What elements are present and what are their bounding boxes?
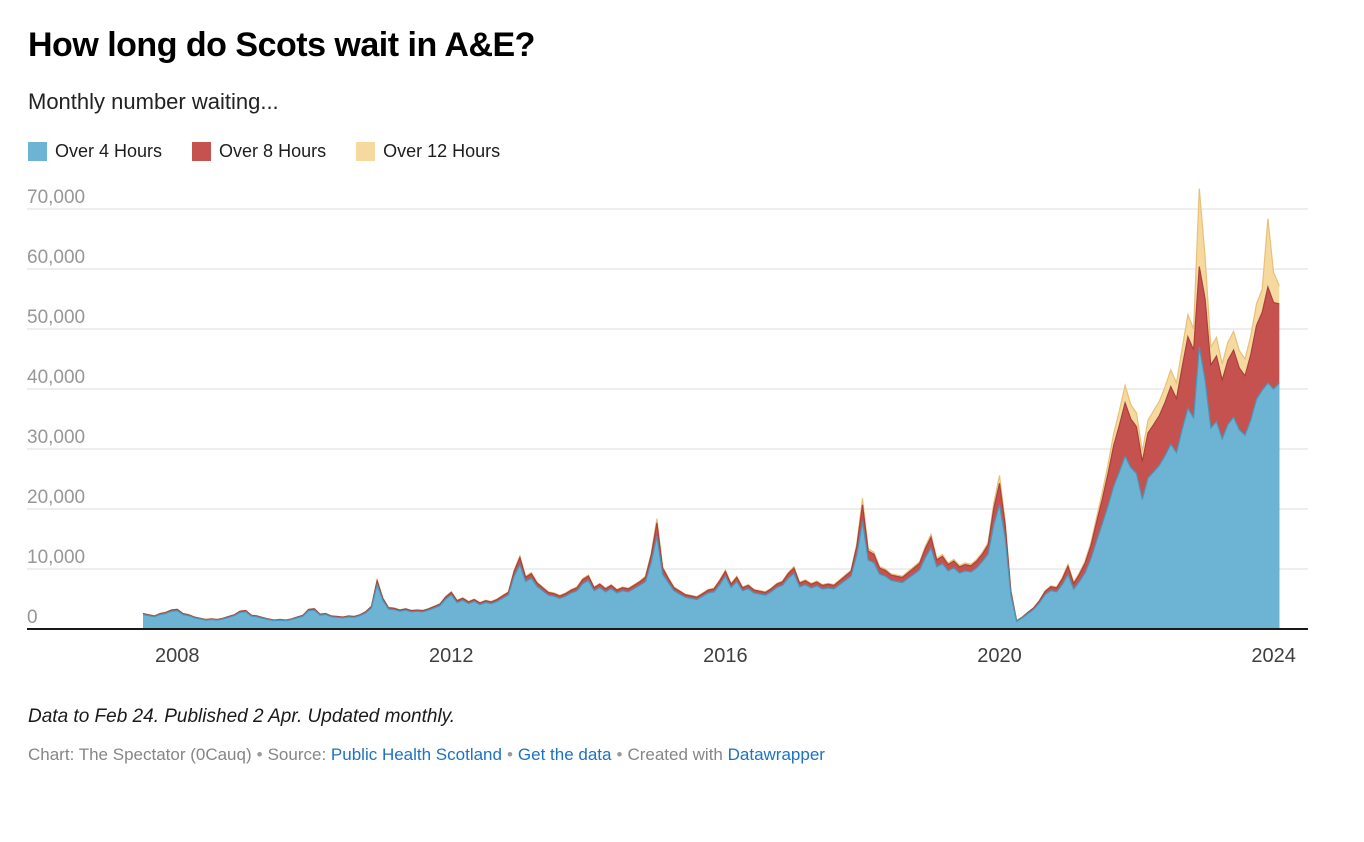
legend-swatch-yellow [356, 142, 376, 161]
svg-text:50,000: 50,000 [27, 307, 85, 328]
chart-area: 0 10,000 20,000 30,000 40,000 50,000 60,000 70,… [0, 176, 1364, 686]
legend-swatch-blue [28, 142, 47, 161]
svg-text:70,000: 70,000 [27, 187, 85, 208]
byline: Chart: The Spectator (0Cauq) [28, 745, 252, 764]
get-the-data-link[interactable]: Get the data [517, 745, 612, 764]
stacked-area-chart: 0 10,000 20,000 30,000 40,000 50,000 60,000 70,… [27, 187, 1308, 667]
svg-text:30,000: 30,000 [27, 427, 85, 448]
source-link[interactable]: Public Health Scotland [330, 745, 502, 764]
chart-legend: Over 4 Hours Over 8 Hours Over 12 Hours [28, 141, 1336, 162]
svg-text:2020: 2020 [977, 645, 1022, 667]
legend-item-over-4-hours[interactable]: Over 4 Hours [28, 141, 162, 162]
svg-text:10,000: 10,000 [27, 547, 85, 568]
bullet-separator: • [256, 745, 263, 764]
source-label: Source: [267, 745, 327, 764]
data-note: Data to Feb 24. Published 2 Apr. Updated… [28, 706, 456, 727]
created-with-label: Created with [627, 745, 723, 764]
svg-text:40,000: 40,000 [27, 367, 85, 388]
attribution-line: Chart: The Spectator (0Cauq) • Source: Pub… [28, 745, 1336, 765]
chart-subtitle: Monthly number waiting... [28, 89, 279, 114]
legend-item-over-12-hours[interactable]: Over 12 Hours [356, 141, 500, 162]
svg-text:2008: 2008 [155, 645, 200, 667]
page-title: How long do Scots wait in A&E? [28, 26, 535, 64]
legend-label: Over 12 Hours [383, 141, 501, 161]
svg-text:2012: 2012 [429, 645, 474, 667]
bullet-separator: • [616, 745, 623, 764]
svg-text:2024: 2024 [1251, 645, 1296, 667]
svg-text:60,000: 60,000 [27, 247, 85, 268]
bullet-separator: • [506, 745, 513, 764]
legend-label: Over 4 Hours [55, 141, 163, 161]
svg-text:20,000: 20,000 [27, 487, 85, 508]
legend-swatch-red [192, 142, 212, 161]
svg-text:0: 0 [27, 607, 38, 628]
chart-header: How long do Scots wait in A&E? Monthly n… [0, 0, 1364, 162]
legend-label: Over 8 Hours [219, 141, 327, 161]
chart-footer: Data to Feb 24. Published 2 Apr. Updated… [0, 686, 1364, 765]
svg-text:2016: 2016 [703, 645, 748, 667]
datawrapper-link[interactable]: Datawrapper [727, 745, 825, 764]
legend-item-over-8-hours[interactable]: Over 8 Hours [192, 141, 326, 162]
